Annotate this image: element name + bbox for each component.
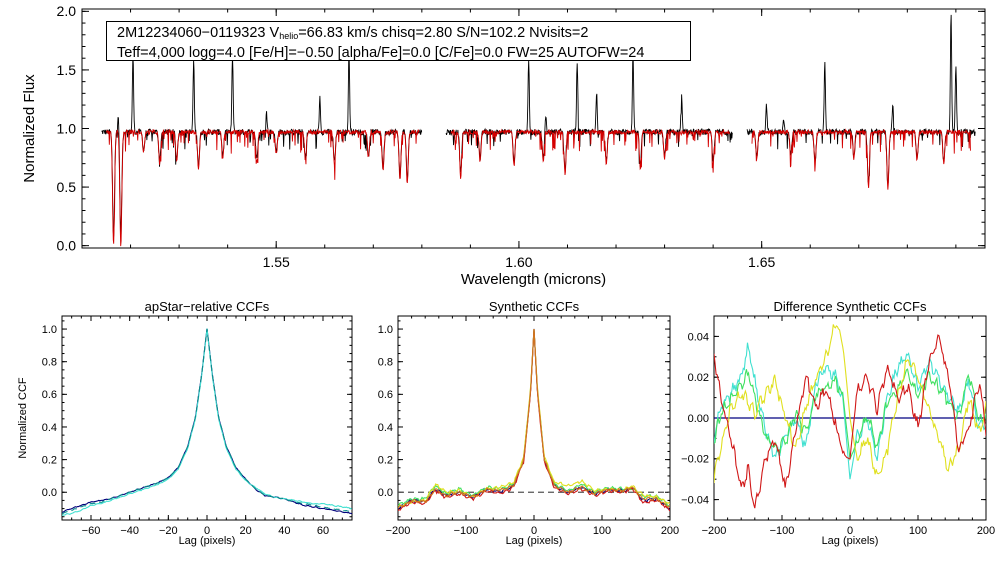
x-tick-label: −200 bbox=[702, 525, 727, 537]
synthetic-ccf-panel: −200 −100 0 100 200 0.0 0.2 0.4 0.6 0.8 1.0 Lag (pi… bbox=[378, 299, 679, 547]
x-tick-label: −100 bbox=[770, 525, 795, 537]
ccf-series-teal bbox=[62, 328, 352, 515]
spectrum-panel: 1.55 1.60 1.65 0.0 0.5 1.0 1.5 2.0 Wavelength (m… bbox=[21, 3, 986, 288]
x-tick-label: −40 bbox=[120, 525, 139, 537]
y-tick-label: 0.8 bbox=[42, 357, 57, 369]
x-tick-label: 1.60 bbox=[505, 254, 532, 270]
difference-ccf-panel: −200 −100 0 100 200 −0.04 −0.02 0.00 0.02 0.04 Lag… bbox=[681, 299, 995, 547]
y-tick-label: 0.5 bbox=[57, 179, 77, 195]
ccf-series-green bbox=[398, 329, 670, 507]
header-line-1-prefix: 2M12234060−0119323 V bbox=[117, 25, 280, 41]
x-axis-label: Lag (pixels) bbox=[179, 535, 236, 547]
x-tick-label: −100 bbox=[454, 525, 479, 537]
x-axis-label: Lag (pixels) bbox=[506, 535, 563, 547]
header-line-2: Teff=4,000 logg=4.0 [Fe/H]=−0.50 [alpha/… bbox=[117, 44, 645, 61]
x-tick-label: 200 bbox=[661, 525, 679, 537]
ccf-series-cyan bbox=[714, 342, 986, 480]
y-tick-label: 0.0 bbox=[42, 487, 57, 499]
header-line-1: 2M12234060−0119323 Vhelio=66.83 km/s chi… bbox=[117, 25, 690, 45]
model-spectrum-chip-2 bbox=[450, 128, 731, 179]
y-axis-label: Normalized Flux bbox=[21, 74, 38, 183]
ccf-series-red bbox=[714, 334, 986, 509]
ccf-series-red bbox=[398, 329, 670, 512]
y-tick-label: 0.4 bbox=[42, 422, 57, 434]
y-tick-label: 0.0 bbox=[57, 238, 77, 254]
observed-spectrum-chip-1 bbox=[101, 54, 423, 237]
x-tick-label: −20 bbox=[159, 525, 178, 537]
y-tick-label: 0.2 bbox=[378, 454, 393, 466]
ccf-series-cyan bbox=[62, 328, 352, 516]
x-tick-label: −60 bbox=[82, 525, 101, 537]
ccf-series-yellow bbox=[398, 329, 670, 509]
y-tick-label: 0.6 bbox=[378, 389, 393, 401]
x-tick-label: 0 bbox=[531, 525, 537, 537]
ccf-series-orange bbox=[398, 329, 670, 509]
model-spectrum-chip-1 bbox=[105, 128, 420, 247]
stellar-parameters-box: 2M12234060−0119323 Vhelio=66.83 km/s chi… bbox=[106, 21, 691, 61]
plot-frame bbox=[61, 315, 353, 521]
y-tick-label: 0.4 bbox=[378, 422, 393, 434]
observed-spectrum-chip-2 bbox=[445, 54, 733, 173]
y-tick-label: 1.0 bbox=[42, 324, 57, 336]
model-spectrum-chip-3 bbox=[751, 128, 971, 190]
x-tick-label: 40 bbox=[278, 525, 290, 537]
observed-spectrum-chip-3 bbox=[746, 14, 976, 185]
x-tick-label: 0 bbox=[847, 525, 853, 537]
y-tick-label: 0.2 bbox=[42, 454, 57, 466]
chart-title: apStar−relative CCFs bbox=[145, 299, 270, 314]
header-line-1-suffix: =66.83 km/s chisq=2.80 S/N=102.2 Nvisits… bbox=[298, 25, 589, 41]
x-tick-label: 60 bbox=[317, 525, 329, 537]
ccf-series-yellow bbox=[714, 324, 986, 484]
x-tick-label: 0 bbox=[204, 525, 210, 537]
y-tick-label: 0.02 bbox=[688, 372, 709, 384]
y-tick-label: 0.0 bbox=[378, 487, 393, 499]
x-tick-label: 100 bbox=[909, 525, 927, 537]
x-axis-label: Lag (pixels) bbox=[822, 535, 879, 547]
ccf-series-navy bbox=[62, 328, 352, 515]
ccf-series-navy bbox=[398, 328, 670, 511]
x-tick-label: 100 bbox=[593, 525, 611, 537]
x-tick-label: 200 bbox=[977, 525, 995, 537]
y-tick-label: −0.02 bbox=[681, 454, 709, 466]
y-tick-label: 1.0 bbox=[57, 120, 77, 136]
y-tick-label: 0.6 bbox=[42, 389, 57, 401]
y-axis-label: Normalized CCF bbox=[17, 377, 29, 459]
x-tick-label: 1.55 bbox=[263, 254, 290, 270]
y-tick-label: −0.04 bbox=[681, 494, 709, 506]
chart-title: Synthetic CCFs bbox=[489, 299, 580, 314]
y-tick-label: 0.04 bbox=[688, 331, 709, 343]
x-tick-label: 20 bbox=[240, 525, 252, 537]
x-tick-label: −200 bbox=[386, 525, 411, 537]
header-line-1-subscript: helio bbox=[279, 31, 299, 41]
y-tick-label: 1.5 bbox=[57, 62, 77, 78]
x-axis-label: Wavelength (microns) bbox=[461, 271, 606, 288]
y-tick-label: 2.0 bbox=[57, 3, 77, 19]
y-tick-label: 1.0 bbox=[378, 324, 393, 336]
apstar-ccf-panel: −60 −40 −20 0 20 40 60 0.0 0.2 0.4 0.6 0.8 1.0 Lag (p… bbox=[17, 299, 353, 547]
chart-title: Difference Synthetic CCFs bbox=[774, 299, 927, 314]
y-tick-label: 0.8 bbox=[378, 357, 393, 369]
x-tick-label: 1.65 bbox=[748, 254, 775, 270]
y-tick-label: 0.00 bbox=[688, 413, 709, 425]
